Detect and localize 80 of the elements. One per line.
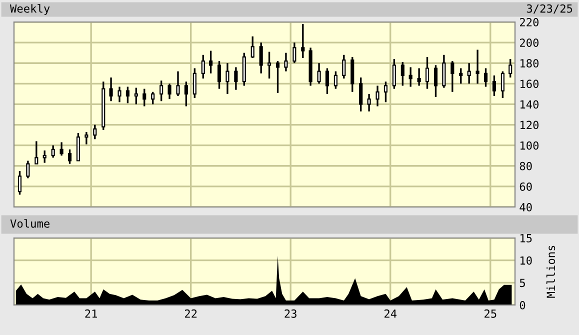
y-tick-label: 160 — [520, 80, 539, 88]
candlestick — [76, 132, 80, 162]
candlestick — [51, 144, 55, 158]
candlestick — [34, 140, 38, 165]
text: 3/23/25 — [526, 4, 572, 14]
candlestick — [68, 148, 72, 165]
candlestick — [508, 58, 512, 78]
candlestick — [450, 60, 454, 93]
y-tick-label: 15 — [520, 234, 532, 242]
candlestick — [500, 70, 504, 99]
candlestick — [301, 23, 305, 59]
candlestick — [134, 86, 138, 106]
candlestick — [42, 150, 46, 164]
candlestick — [209, 50, 213, 74]
candlestick — [359, 76, 363, 112]
candlestick — [176, 70, 180, 97]
candlestick — [84, 131, 88, 146]
candlestick — [126, 86, 130, 104]
candlestick — [392, 58, 396, 90]
candlestick — [434, 64, 438, 98]
y-tick-label: 60 — [520, 182, 532, 191]
candlestick — [376, 84, 380, 108]
x-tick-label: 24 — [384, 309, 397, 318]
candlestick — [408, 66, 412, 88]
x-tick-label: 21 — [85, 309, 98, 318]
candlestick — [184, 80, 188, 108]
candlestick — [259, 42, 263, 74]
candlestick — [442, 54, 446, 89]
x-tick-label: 23 — [284, 309, 296, 318]
y-tick-label: 0 — [520, 301, 526, 310]
candlestick — [160, 80, 164, 102]
candlestick — [317, 62, 321, 84]
y-tick-label: 100 — [520, 141, 539, 150]
candlestick — [268, 50, 272, 80]
candlestick — [217, 60, 222, 90]
candlestick — [26, 160, 30, 180]
candlestick — [350, 56, 354, 93]
candlestick — [151, 91, 155, 106]
candlestick — [93, 124, 97, 140]
y-tick-label: 120 — [520, 120, 539, 130]
candlestick — [109, 76, 113, 102]
candlestick — [417, 67, 421, 87]
candlestick — [467, 62, 471, 84]
y2-axis-title: Millions — [546, 246, 556, 298]
candlestick — [384, 80, 388, 103]
candlestick — [118, 86, 122, 103]
y-tick-label: 40 — [520, 203, 532, 212]
candlestick — [334, 70, 338, 90]
y-tick-label: 140 — [520, 100, 539, 109]
candlestick — [168, 82, 172, 100]
candlestick — [342, 54, 346, 80]
candlestick — [476, 48, 480, 84]
candlestick — [284, 52, 288, 72]
candlestick — [492, 74, 496, 97]
candlestick — [325, 67, 330, 95]
candlestick — [484, 67, 488, 88]
candlestick — [292, 42, 296, 64]
x-tick-label: 25 — [484, 309, 496, 318]
chart-title: Weekly — [10, 4, 50, 15]
candlestick — [60, 141, 64, 156]
chart-title: Volume — [10, 219, 50, 228]
candlestick — [192, 67, 196, 99]
y-tick-label: 200 — [520, 38, 539, 47]
y-tick-label: 220 — [520, 18, 539, 26]
candlestick — [250, 36, 254, 59]
y-tick-label: 10 — [520, 256, 532, 265]
y-tick-label: 5 — [520, 278, 525, 288]
candlestick — [425, 56, 430, 90]
candlestick — [142, 88, 146, 108]
candlestick — [18, 170, 22, 196]
y-tick-label: 180 — [520, 59, 539, 68]
y-tick-label: 80 — [520, 162, 532, 170]
candlestick — [400, 61, 404, 87]
candlestick — [226, 62, 230, 95]
candlestick — [201, 54, 205, 80]
candlestick — [276, 60, 280, 94]
candlestick — [459, 67, 463, 84]
x-tick-label: 22 — [184, 309, 197, 318]
candlestick — [234, 66, 238, 91]
candlestick — [367, 93, 371, 112]
